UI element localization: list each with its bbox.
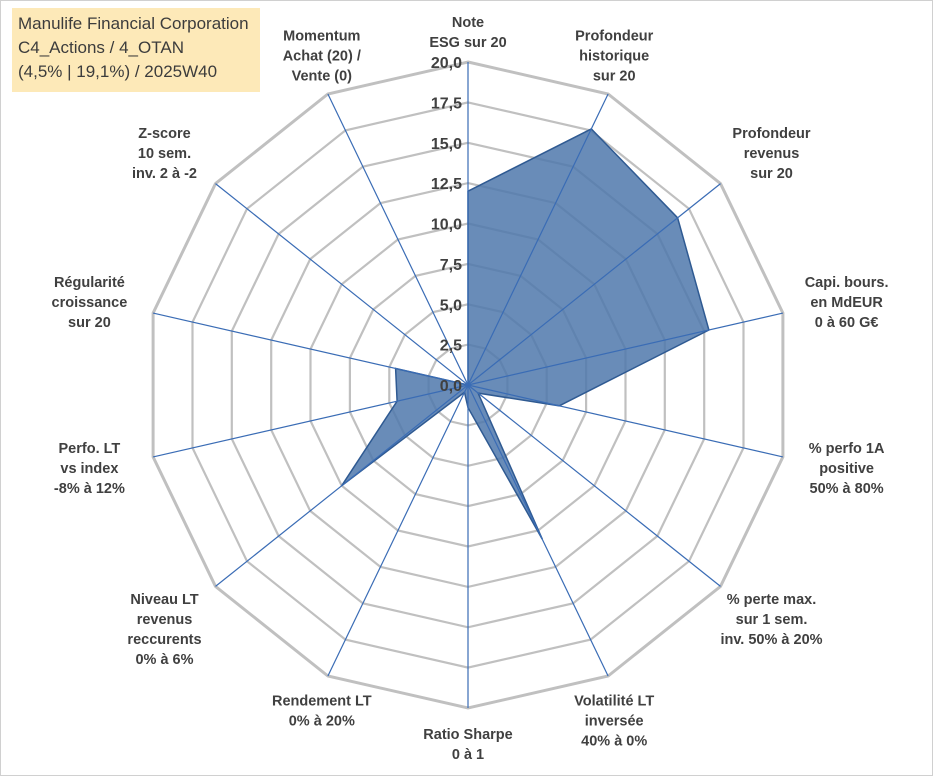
axis-label-5: % perte max. sur 1 sem. inv. 50% à 20% (720, 592, 822, 648)
axis-label-10: Perfo. LT vs index -8% à 12% (54, 441, 125, 497)
axis-label-line: sur 1 sem. (736, 612, 808, 628)
axis-label-11: Régularité croissance sur 20 (52, 275, 128, 331)
axis-label-4: % perfo 1A positive 50% à 80% (809, 441, 885, 497)
axis-label-line: Régularité (54, 275, 125, 291)
axis-label-7: Ratio Sharpe 0 à 1 (423, 727, 512, 763)
company-name: Manulife Financial Corporation (18, 14, 249, 33)
axis-label-line: Achat (20) / (283, 48, 361, 64)
axis-label-line: % perfo 1A (809, 441, 885, 457)
axis-label-line: Ratio Sharpe (423, 727, 512, 743)
axis-label-line: Profondeur (575, 28, 653, 44)
axis-label-line: Volatilité LT (574, 694, 654, 710)
axis-label-line: croissance (52, 295, 128, 311)
data-layer (341, 127, 710, 540)
axis-label-line: positive (819, 461, 874, 477)
tick-label-7: 17,5 (431, 95, 462, 112)
tick-label-4: 10,0 (431, 217, 462, 234)
axis-label-13: Momentum Achat (20) / Vente (0) (283, 28, 361, 84)
tick-label-2: 5,0 (440, 297, 462, 314)
axis-label-line: Niveau LT (130, 592, 198, 608)
tick-layer: 0,0 2,5 5,0 7,5 10,0 12,5 15,0 17,5 20,0 (431, 55, 462, 395)
tick-label-6: 15,0 (431, 136, 462, 153)
axis-label-line: 0 à 1 (452, 747, 484, 763)
axis-label-line: Rendement LT (272, 694, 372, 710)
tick-label-1: 2,5 (440, 338, 462, 355)
params-label: (4,5% | 19,1%) / 2025W40 (18, 62, 218, 81)
axis-spoke-10 (152, 384, 469, 458)
axis-spoke-3 (467, 312, 784, 386)
axis-label-line: Capi. bours. (805, 275, 889, 291)
axis-label-line: 0% à 6% (135, 652, 193, 668)
axis-label-8: Rendement LT 0% à 20% (272, 694, 372, 730)
axis-label-line: sur 20 (68, 315, 111, 331)
tick-label-3: 7,5 (440, 257, 462, 274)
axis-label-line: % perte max. (727, 592, 816, 608)
axis-label-line: revenus (137, 612, 193, 628)
axis-label-3: Capi. bours. en MdEUR 0 à 60 G€ (805, 275, 889, 331)
axis-label-line: Perfo. LT (59, 441, 121, 457)
axis-label-12: Z-score 10 sem. inv. 2 à -2 (132, 126, 197, 182)
axis-spoke-5 (467, 384, 721, 587)
axis-spoke-1 (467, 93, 609, 386)
axis-label-line: ESG sur 20 (429, 35, 506, 51)
axis-label-9: Niveau LT revenus reccurents 0% à 6% (127, 592, 201, 668)
axis-label-2: Profondeur revenus sur 20 (732, 126, 810, 182)
axis-label-1: Profondeur historique sur 20 (575, 28, 653, 84)
axis-label-line: 0 à 60 G€ (815, 315, 879, 331)
axis-spoke-6 (467, 384, 609, 677)
axis-label-line: inversée (585, 714, 644, 730)
label-layer: Note ESG sur 20 Profondeur historique sur 20… (52, 15, 889, 763)
spoke-layer (152, 62, 784, 708)
axis-label-line: 40% à 0% (581, 734, 647, 750)
axis-label-line: vs index (60, 461, 118, 477)
axis-label-0: Note ESG sur 20 (429, 15, 506, 51)
axis-label-line: inv. 50% à 20% (720, 632, 822, 648)
axis-label-line: Vente (0) (292, 68, 353, 84)
axis-spoke-12 (215, 183, 469, 386)
axis-spoke-13 (327, 93, 469, 386)
axis-spoke-2 (467, 183, 721, 386)
axis-spoke-4 (467, 384, 784, 458)
axis-label-line: reccurents (127, 632, 201, 648)
axis-label-line: inv. 2 à -2 (132, 166, 197, 182)
data-series-area (341, 127, 710, 540)
tick-label-0: 0,0 (440, 378, 462, 395)
axis-label-line: Note (452, 15, 484, 31)
axis-spoke-9 (215, 384, 469, 587)
tick-label-8: 20,0 (431, 55, 462, 72)
axis-spoke-11 (152, 312, 469, 386)
axis-label-line: historique (579, 48, 649, 64)
axis-label-line: Profondeur (732, 126, 810, 142)
axis-label-line: Momentum (283, 28, 360, 44)
info-box: Manulife Financial Corporation C4_Action… (12, 8, 260, 92)
axis-label-line: -8% à 12% (54, 481, 125, 497)
axis-label-line: revenus (744, 146, 800, 162)
category-label: C4_Actions / 4_OTAN (18, 38, 184, 57)
axis-label-line: 0% à 20% (289, 714, 355, 730)
axis-label-line: Z-score (138, 126, 190, 142)
axis-label-line: 50% à 80% (810, 481, 884, 497)
axis-label-6: Volatilité LT inversée 40% à 0% (574, 694, 654, 750)
axis-label-line: sur 20 (593, 68, 636, 84)
axis-label-line: sur 20 (750, 166, 793, 182)
axis-spoke-8 (327, 384, 469, 677)
tick-label-5: 12,5 (431, 176, 462, 193)
axis-label-line: en MdEUR (810, 295, 883, 311)
axis-label-line: 10 sem. (138, 146, 191, 162)
